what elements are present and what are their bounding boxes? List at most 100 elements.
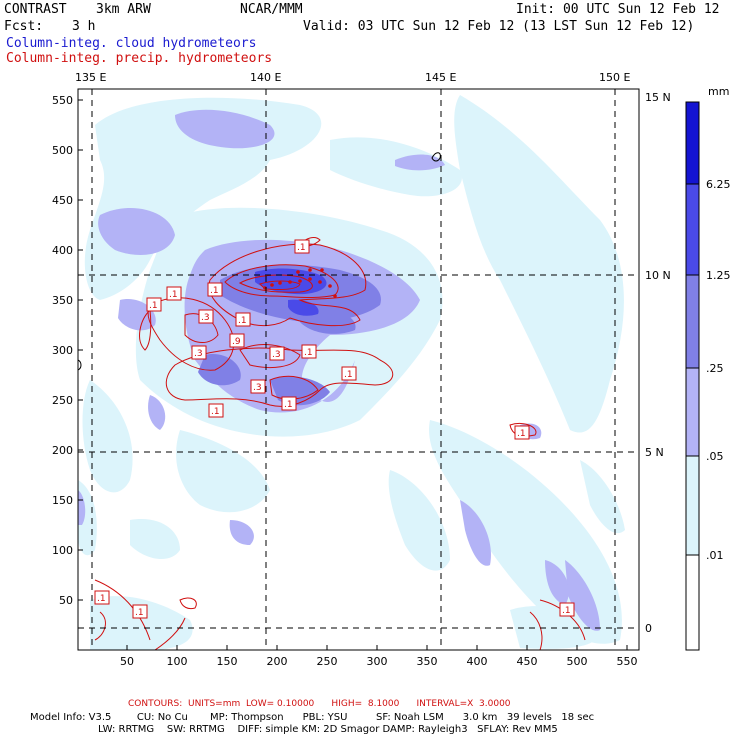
contour-label: .1 <box>94 590 110 605</box>
colorbar-bin <box>686 275 699 368</box>
svg-text:.1: .1 <box>297 243 306 253</box>
contour-label: .1 <box>235 312 251 327</box>
y-tick-label: 200 <box>52 444 73 457</box>
svg-text:.1: .1 <box>210 286 219 296</box>
y-tick-label: 350 <box>52 294 73 307</box>
lon-label: 150 E <box>599 71 630 84</box>
contour-label: .1 <box>146 297 162 312</box>
contour-label: .1 <box>341 366 357 381</box>
svg-text:.1: .1 <box>344 370 353 380</box>
svg-text:.3: .3 <box>201 313 210 323</box>
valid-time: Valid: 03 UTC Sun 12 Feb 12 (13 LST Sun … <box>303 19 695 34</box>
colorbar: mm 6.25 1.25 .25 .05 .01 <box>685 85 731 651</box>
lat-labels: 15 N 10 N 5 N 0 <box>645 91 671 635</box>
lat-label: 5 N <box>645 446 664 459</box>
model-resolution: 3km ARW <box>96 2 151 17</box>
x-tick-label: 500 <box>567 655 588 668</box>
y-tick-label: 500 <box>52 144 73 157</box>
lon-label: 145 E <box>425 71 456 84</box>
svg-text:.1: .1 <box>97 594 106 604</box>
svg-text:.1: .1 <box>238 316 247 326</box>
field-precip-title: Column-integ. precip. hydrometeors <box>6 51 273 66</box>
colorbar-bin <box>686 184 699 275</box>
x-tick-label: 350 <box>417 655 438 668</box>
colorbar-bin <box>686 555 699 650</box>
contour-label: .3 <box>198 309 214 324</box>
y-tick-label: 300 <box>52 344 73 357</box>
colorbar-bin <box>686 456 699 555</box>
x-tick-label: 300 <box>367 655 388 668</box>
y-tick-label: 150 <box>52 494 73 507</box>
contour-label: .1 <box>559 602 575 617</box>
colorbar-label: 1.25 <box>706 269 731 282</box>
svg-text:.1: .1 <box>135 608 144 618</box>
colorbar-unit: mm <box>708 85 729 98</box>
precip-core-dots <box>263 268 337 298</box>
y-tick-label: 50 <box>59 594 73 607</box>
contour-label: .9 <box>229 333 245 348</box>
lon-labels: 135 E 140 E 145 E 150 E <box>75 71 630 84</box>
svg-text:.1: .1 <box>211 407 220 417</box>
x-tick-label: 400 <box>467 655 488 668</box>
x-tick-label: 100 <box>167 655 188 668</box>
y-tick-label: 100 <box>52 544 73 557</box>
colorbar-frame <box>685 101 700 651</box>
y-tick-label: 550 <box>52 94 73 107</box>
colorbar-label: .01 <box>706 549 724 562</box>
y-tick-labels: 550 500 450 400 350 300 250 200 150 100 … <box>52 94 73 607</box>
contour-label: .1 <box>207 282 223 297</box>
y-tick-label: 450 <box>52 194 73 207</box>
coastline-edge <box>77 359 82 371</box>
contour-label: .1 <box>208 403 224 418</box>
svg-text:.3: .3 <box>253 383 262 393</box>
colorbar-label: 6.25 <box>706 178 731 191</box>
x-tick-label: 450 <box>517 655 538 668</box>
contour-label: .1 <box>294 239 310 254</box>
y-tick-label: 400 <box>52 244 73 257</box>
lat-label: 0 <box>645 622 652 635</box>
contour-label: .1 <box>281 396 297 411</box>
colorbar-bin <box>686 368 699 456</box>
colorbar-label: .05 <box>706 450 724 463</box>
x-tick-label: 550 <box>617 655 638 668</box>
precip-contours <box>94 237 586 650</box>
model-info-line1: Model Info: V3.5 CU: No Cu MP: Thompson … <box>30 712 595 723</box>
svg-text:.1: .1 <box>169 290 178 300</box>
colorbar-label: .25 <box>706 362 724 375</box>
svg-text:.3: .3 <box>272 350 281 360</box>
x-tick-label: 200 <box>267 655 288 668</box>
x-tick-label: 150 <box>217 655 238 668</box>
contour-label: .1 <box>301 344 317 359</box>
x-tick-label: 250 <box>317 655 338 668</box>
latlon-grid <box>78 89 639 650</box>
forecast-label: Fcst: <box>4 19 44 34</box>
lon-label: 135 E <box>75 71 106 84</box>
contour-info: CONTOURS: UNITS=mm LOW= 0.10000 HIGH= 8.… <box>128 699 511 709</box>
lat-label: 15 N <box>645 91 671 104</box>
colorbar-bin <box>686 102 699 184</box>
contour-label: .1 <box>514 425 530 440</box>
forecast-hour: 3 h <box>72 19 96 34</box>
contour-labels: .1 .1 .1 .1 .3 .1 .9 .3 .3 .1 .1 .3 .1 .… <box>94 239 575 619</box>
organization: NCAR/MMM <box>240 2 303 17</box>
svg-text:.1: .1 <box>562 606 571 616</box>
svg-text:.1: .1 <box>517 429 526 439</box>
init-time: Init: 00 UTC Sun 12 Feb 12 <box>516 2 720 17</box>
contour-label: .1 <box>132 604 148 619</box>
x-tick-labels: 50 100 150 200 250 300 350 400 450 500 5… <box>120 655 638 668</box>
svg-text:.9: .9 <box>232 337 241 347</box>
x-tick-label: 50 <box>120 655 134 668</box>
field-cloud-title: Column-integ. cloud hydrometeors <box>6 36 257 51</box>
axis-ticks <box>78 99 628 651</box>
contour-label: .1 <box>166 286 182 301</box>
y-tick-label: 250 <box>52 394 73 407</box>
island-coastline <box>431 152 441 162</box>
model-name: CONTRAST <box>4 2 67 17</box>
svg-text:.1: .1 <box>304 348 313 358</box>
cloud-shading <box>78 89 639 650</box>
model-info-line2: LW: RRTMG SW: RRTMG DIFF: simple KM: 2D … <box>98 724 558 735</box>
lon-label: 140 E <box>250 71 281 84</box>
contour-label: .3 <box>269 346 285 361</box>
svg-text:.3: .3 <box>194 349 203 359</box>
